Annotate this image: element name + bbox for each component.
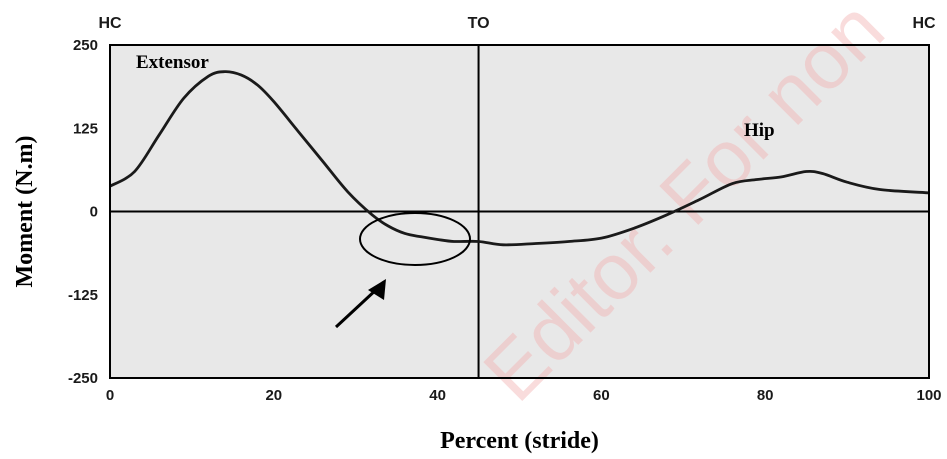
x-tick-label: 0 — [106, 387, 114, 404]
event-label-to: TO — [468, 15, 490, 32]
y-tick-label: -125 — [68, 287, 98, 304]
hip-annotation: Hip — [744, 120, 775, 141]
extensor-annotation: Extensor — [136, 52, 209, 73]
x-tick-label: 80 — [757, 387, 774, 404]
x-axis-label: Percent (stride) — [440, 428, 599, 454]
event-label-hc: HC — [912, 15, 936, 32]
x-tick-label: 60 — [593, 387, 610, 404]
pointer-arrow-shaft — [334, 286, 380, 329]
plot-frame — [109, 44, 930, 379]
y-tick-label: 125 — [73, 120, 98, 137]
y-tick-label: 250 — [73, 37, 98, 54]
y-tick-label: 0 — [90, 204, 98, 221]
y-tick-label: -250 — [68, 370, 98, 387]
series-line-0 — [109, 70, 930, 247]
pointer-arrow-head — [368, 279, 386, 300]
y-axis-label: Moment (N.m) — [12, 136, 38, 288]
event-label-hc: HC — [98, 15, 122, 32]
highlight-ellipse — [359, 212, 471, 266]
x-tick-label: 40 — [429, 387, 446, 404]
x-tick-label: 20 — [265, 387, 282, 404]
x-tick-label: 100 — [916, 387, 941, 404]
